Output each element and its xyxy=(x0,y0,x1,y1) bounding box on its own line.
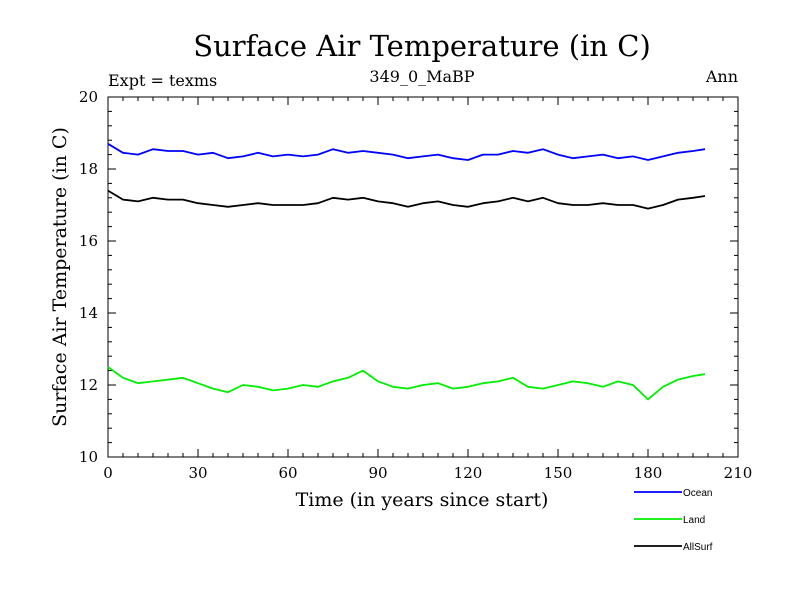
y-tick-label: 18 xyxy=(79,160,98,178)
x-tick-label: 60 xyxy=(278,464,297,482)
x-tick-label: 0 xyxy=(103,464,113,482)
y-axis-label: Surface Air Temperature (in C) xyxy=(49,127,71,427)
x-axis-ticks: 0 30 60 90 120 150 180 210 xyxy=(103,97,752,482)
y-tick-label: 12 xyxy=(79,376,98,394)
subtitle-center: 349_0_MaBP xyxy=(369,67,474,86)
legend-label-allsurf: AllSurf xyxy=(683,542,713,553)
x-tick-label: 150 xyxy=(544,464,573,482)
legend: Ocean Land AllSurf xyxy=(634,488,713,553)
y-tick-label: 20 xyxy=(79,88,98,106)
subtitle-right: Ann xyxy=(705,67,738,86)
series-line-land xyxy=(107,366,706,401)
series-line-allsurf xyxy=(107,189,706,210)
series-lines xyxy=(107,143,706,401)
x-axis-label: Time (in years since start) xyxy=(296,489,549,511)
plot-frame xyxy=(107,96,739,458)
subtitle-left: Expt = texms xyxy=(108,71,217,90)
legend-label-ocean: Ocean xyxy=(683,488,712,499)
y-tick-label: 16 xyxy=(79,232,98,250)
legend-label-land: Land xyxy=(683,515,705,526)
series-line-ocean xyxy=(107,143,706,161)
x-tick-label: 120 xyxy=(454,464,483,482)
x-tick-label: 210 xyxy=(724,464,753,482)
x-tick-label: 30 xyxy=(188,464,207,482)
y-tick-label: 10 xyxy=(79,448,98,466)
y-axis-ticks: 10 12 14 16 18 20 xyxy=(79,88,738,466)
x-tick-label: 90 xyxy=(368,464,387,482)
x-tick-label: 180 xyxy=(634,464,663,482)
y-tick-label: 14 xyxy=(79,304,98,322)
chart-title: Surface Air Temperature (in C) xyxy=(193,29,651,63)
